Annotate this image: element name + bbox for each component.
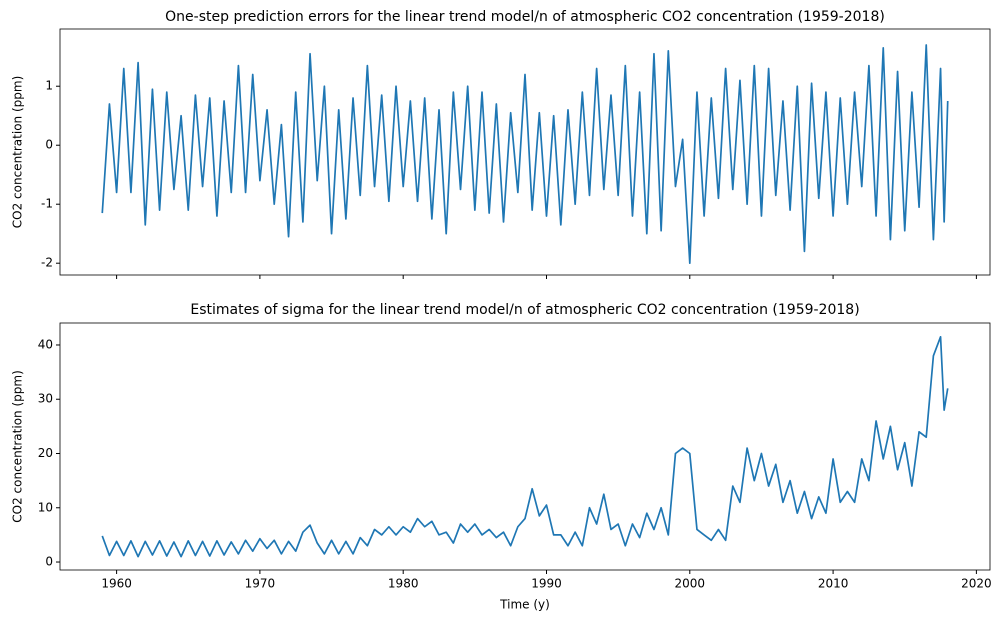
y-tick-label: 20 bbox=[38, 446, 53, 460]
y-tick-label: 10 bbox=[38, 500, 53, 514]
x-tick-label: 1980 bbox=[388, 577, 419, 591]
y-tick-label: 1 bbox=[45, 79, 53, 93]
y-tick-label: 0 bbox=[45, 555, 53, 569]
y-tick-label: -1 bbox=[41, 197, 53, 211]
y-axis-label: CO2 concentration (ppm) bbox=[11, 76, 25, 228]
x-tick-label: 2020 bbox=[961, 577, 992, 591]
y-tick-label: 40 bbox=[38, 337, 53, 351]
y-tick-label: 0 bbox=[45, 138, 53, 152]
y-tick-label: -2 bbox=[41, 256, 53, 270]
x-tick-label: 1960 bbox=[101, 577, 132, 591]
chart-title: One-step prediction errors for the linea… bbox=[165, 9, 885, 25]
y-axis-label: CO2 concentration (ppm) bbox=[11, 370, 25, 522]
x-tick-label: 1970 bbox=[245, 577, 276, 591]
axes-frame bbox=[59, 28, 991, 276]
x-axis-label: Time (y) bbox=[499, 598, 550, 612]
data-line bbox=[101, 44, 949, 265]
x-tick-label: 2010 bbox=[818, 577, 849, 591]
chart-title: Estimates of sigma for the linear trend … bbox=[190, 302, 859, 318]
x-tick-label: 1990 bbox=[531, 577, 562, 591]
y-tick-label: 30 bbox=[38, 392, 53, 406]
axes-frame bbox=[59, 322, 991, 571]
x-tick-label: 2000 bbox=[675, 577, 706, 591]
data-line bbox=[101, 335, 949, 558]
